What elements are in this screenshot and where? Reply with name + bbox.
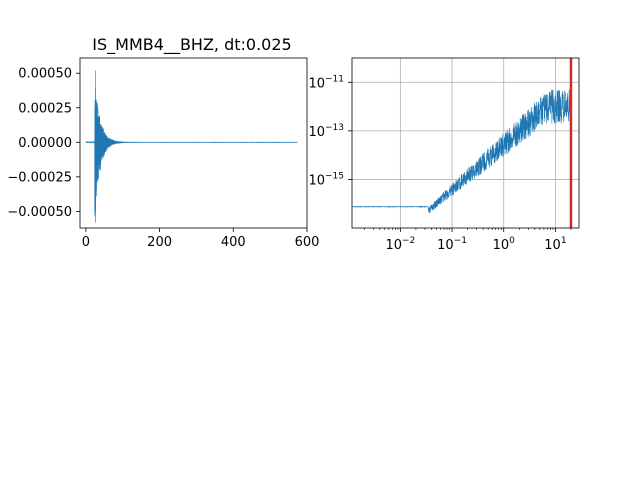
waveform-panel: IS_MMB4__BHZ, dt:0.025 0 200 400 600 0.0005… <box>7 35 319 250</box>
waveform-y-tick-label: 0.00000 <box>18 136 72 151</box>
waveform-x-tick-label: 0 <box>82 235 90 250</box>
waveform-y-tick-label: 0.00050 <box>18 67 72 82</box>
waveform-frame <box>79 57 308 229</box>
waveform-x-tick-label: 400 <box>221 235 246 250</box>
spectrum-x-tick-label: 100 <box>493 236 516 253</box>
waveform-title: IS_MMB4__BHZ, dt:0.025 <box>92 35 291 55</box>
waveform-x-tick-label: 200 <box>147 235 172 250</box>
waveform-x-tick-label: 600 <box>295 235 320 250</box>
spectrum-x-tick-label: 10−2 <box>385 236 415 253</box>
spectrum-y-tick-label: 10−13 <box>308 123 344 140</box>
spectrum-y-tick-label: 10−11 <box>308 74 344 91</box>
waveform-y-tick-label: −0.00050 <box>7 205 72 220</box>
waveform-x-axis: 0 200 400 600 <box>82 228 320 250</box>
spectrum-panel: 10−2 10−1 100 101 10−11 10−13 10−15 <box>308 57 580 253</box>
waveform-series-line <box>85 70 298 223</box>
waveform-y-tick-label: −0.00025 <box>7 170 72 185</box>
spectrum-x-tick-label: 10−1 <box>437 236 467 253</box>
spectrum-x-axis: 10−2 10−1 100 101 <box>363 228 572 253</box>
waveform-y-tick-label: 0.00025 <box>18 101 72 116</box>
spectrum-x-tick-label: 101 <box>544 236 566 253</box>
spectrum-frame <box>351 57 580 229</box>
spectrum-y-axis: 10−11 10−13 10−15 <box>308 74 352 188</box>
spectrum-y-tick-label: 10−15 <box>308 171 344 188</box>
waveform-y-axis: 0.00050 0.00025 0.00000 −0.00025 −0.00050 <box>7 67 80 220</box>
spectrum-plot-area <box>352 58 579 228</box>
spectrum-series-line <box>351 89 572 221</box>
